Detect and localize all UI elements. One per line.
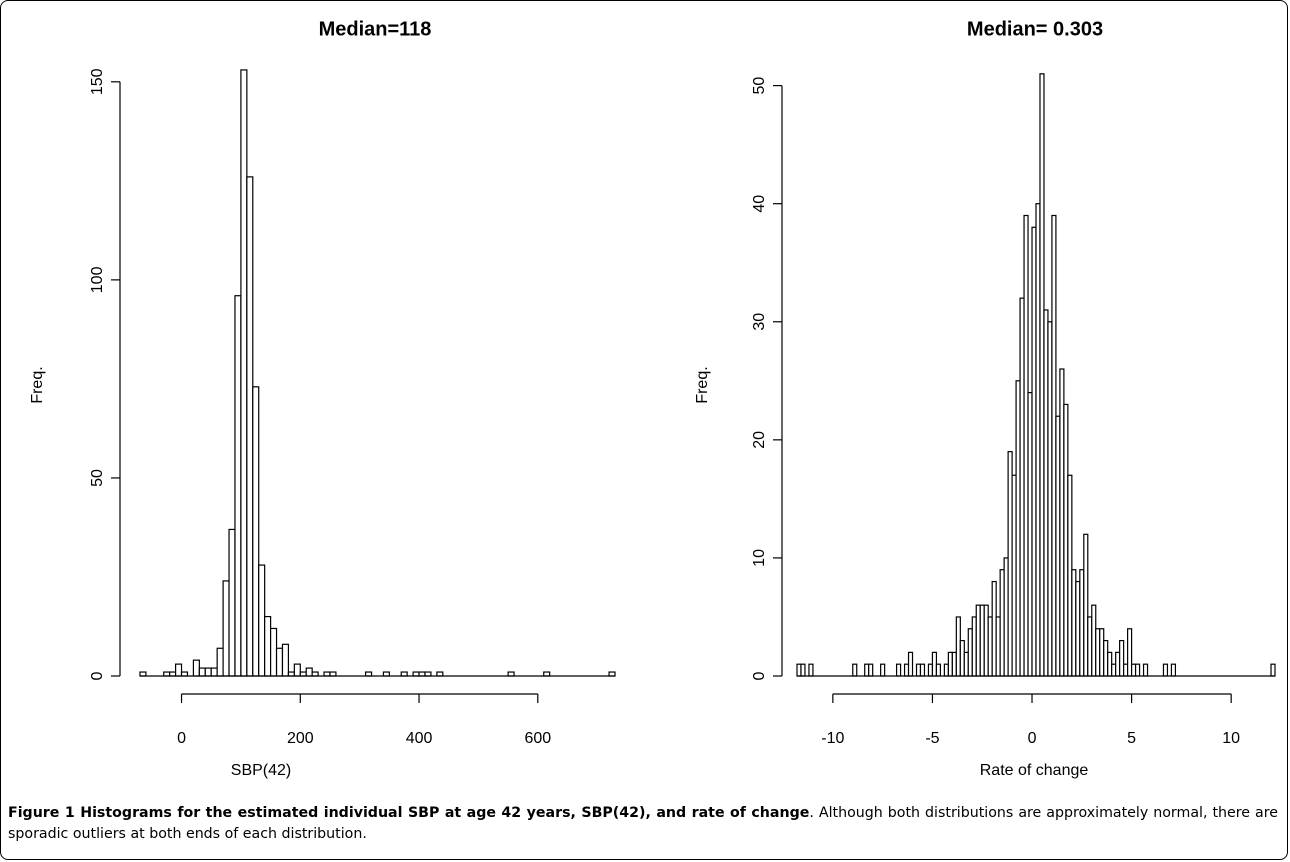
- histogram-bar: [1162, 663, 1169, 677]
- histogram-bar: [1142, 663, 1149, 677]
- histogram-bar: [281, 643, 290, 677]
- y-tick-label: 100: [89, 266, 106, 293]
- histogram-bar: [228, 528, 236, 677]
- x-tick-label: 5: [1127, 730, 1136, 747]
- y-tick-label: 30: [751, 313, 768, 331]
- x-tick-label: 600: [524, 730, 551, 747]
- histogram-bar: [275, 647, 284, 677]
- histogram-bar: [198, 667, 206, 677]
- y-tick-label: 50: [89, 469, 106, 487]
- y-tick-label: 10: [751, 549, 768, 567]
- histogram-bar: [935, 663, 942, 677]
- histogram-bar: [808, 663, 814, 677]
- histogram-bar: [192, 659, 200, 677]
- histogram-bar: [305, 667, 313, 677]
- histogram-bar: [880, 663, 886, 677]
- histogram-bar: [868, 663, 874, 677]
- histogram-bar: [204, 667, 212, 677]
- y-tick-label: 150: [89, 68, 106, 95]
- y-tick-label: 40: [751, 195, 768, 213]
- x-axis-label: SBP(42): [231, 762, 291, 779]
- x-tick-label: 0: [177, 730, 186, 747]
- histogram-bar: [252, 386, 260, 677]
- figure-caption: Figure 1 Histograms for the estimated in…: [8, 803, 1278, 845]
- histogram-bar: [907, 651, 914, 677]
- caption-rest: . Although both distributions are approx…: [8, 805, 1278, 842]
- histogram-bar: [222, 580, 230, 677]
- histogram-bar: [216, 647, 224, 677]
- chart-title: Median= 0.303: [967, 19, 1103, 41]
- x-tick-label: 10: [1222, 730, 1240, 747]
- histogram-bar: [293, 663, 301, 677]
- histogram-bar: [270, 627, 278, 677]
- histogram-bar: [1270, 663, 1276, 677]
- x-tick-label: -10: [821, 730, 844, 747]
- histogram-bar: [895, 663, 902, 677]
- histogram-bar: [919, 663, 926, 677]
- histogram-bar: [264, 615, 272, 677]
- histogram-bar: [1134, 663, 1141, 677]
- histogram-bar: [852, 663, 858, 677]
- histogram-bar: [246, 176, 254, 677]
- y-tick-label: 50: [751, 77, 768, 95]
- y-axis-label: Freq.: [694, 366, 711, 403]
- y-tick-label: 20: [751, 431, 768, 449]
- histogram-bar: [174, 663, 183, 677]
- histogram-bar: [240, 69, 248, 677]
- caption-bold: Figure 1 Histograms for the estimated in…: [8, 805, 810, 821]
- histogram-bar: [800, 663, 806, 677]
- x-tick-label: 200: [287, 730, 314, 747]
- y-tick-label: 0: [89, 671, 106, 680]
- histogram-bar: [210, 667, 218, 677]
- y-axis-label: Freq.: [29, 366, 46, 403]
- histogram-bar: [258, 564, 266, 677]
- histogram-rate-of-change: Median= 0.303 0 10 20 30 40 50 -10 -5 0 5 10 Rate of…: [694, 19, 1276, 779]
- x-tick-label: 400: [406, 730, 433, 747]
- chart-title: Median=118: [319, 19, 432, 41]
- x-tick-label: 0: [1028, 730, 1037, 747]
- x-tick-label: -5: [925, 730, 939, 747]
- y-tick-label: 0: [751, 671, 768, 680]
- histogram-bar: [234, 295, 242, 677]
- histogram-bar: [1170, 663, 1177, 677]
- x-axis-label: Rate of change: [980, 762, 1089, 779]
- histogram-sbp42: Median=118 0 50 100 150 0 200 400 600 SBP(42) Freq…: [29, 19, 616, 779]
